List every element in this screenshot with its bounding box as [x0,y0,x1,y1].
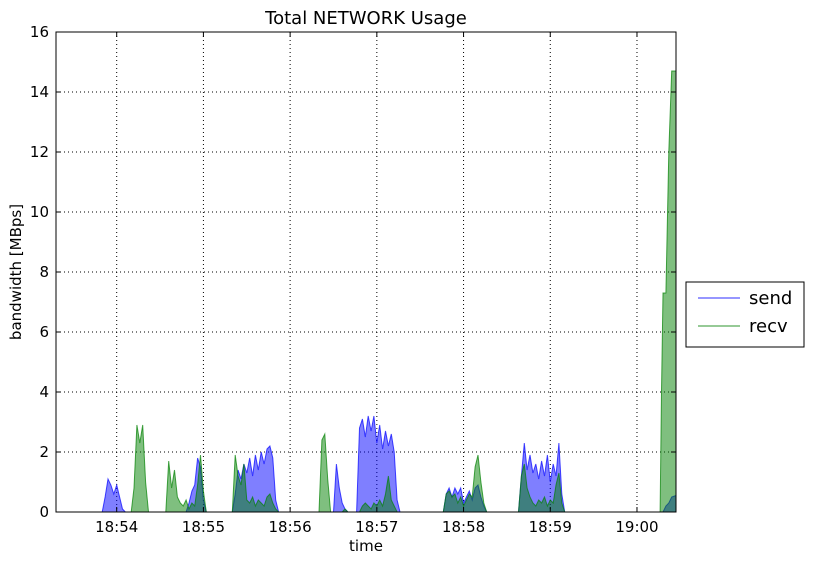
y-tick-label: 10 [30,203,49,221]
y-tick-label: 8 [39,263,49,281]
x-tick-label: 18:54 [95,518,138,536]
line-recv [56,70,676,513]
x-tick-label: 18:55 [182,518,225,536]
legend: send recv [685,281,805,348]
x-tick-label: 18:59 [529,518,572,536]
y-tick-label: 12 [30,143,49,161]
y-tick-label: 2 [39,443,49,461]
x-axis-title: time [349,537,383,555]
series-areas [56,70,677,513]
y-tick-label: 16 [30,23,49,41]
y-tick-label: 0 [39,503,49,521]
chart-title: Total NETWORK Usage [264,8,467,29]
x-tick-label: 18:56 [269,518,312,536]
x-tick-label: 18:57 [355,518,398,536]
legend-box [685,281,805,348]
legend-label-recv: recv [749,316,788,337]
y-tick-label: 6 [39,323,49,341]
y-axis-ticks: 0 2 4 6 8 10 12 14 16 [30,23,676,521]
legend-label-send: send [749,288,792,309]
x-tick-label: 19:00 [615,518,658,536]
x-axis-ticks: 18:54 18:55 18:56 18:57 18:58 18:59 19:00 [95,32,659,536]
y-axis-title: bandwidth [MBps] [7,204,25,340]
y-tick-label: 14 [30,83,49,101]
x-tick-label: 18:58 [442,518,485,536]
grid-lines [56,32,676,512]
y-tick-label: 4 [39,383,49,401]
